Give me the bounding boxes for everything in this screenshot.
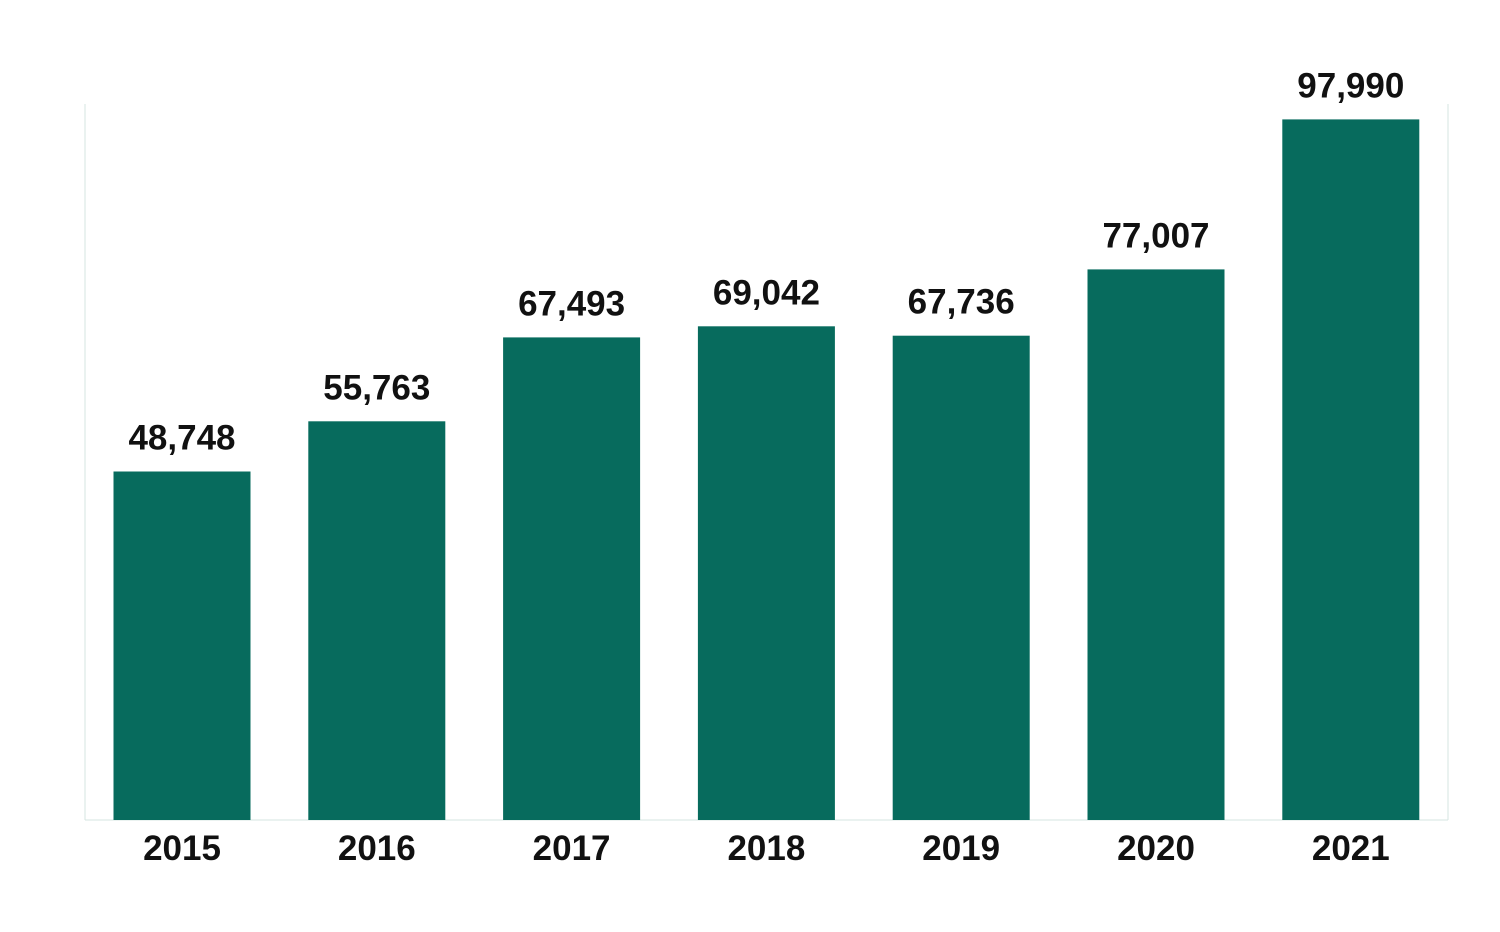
x-tick-labels-group: 2015 2016 2017 2018 2019 2020 2021	[143, 829, 1390, 868]
x-tick-label-2019: 2019	[922, 829, 1000, 868]
x-tick-label-2017: 2017	[533, 829, 611, 868]
value-label-2016: 55,763	[323, 368, 430, 407]
x-tick-label-2015: 2015	[143, 829, 221, 868]
value-label-2020: 77,007	[1102, 216, 1209, 255]
bars-group	[113, 119, 1420, 820]
value-label-2019: 67,736	[908, 283, 1015, 322]
bar-2016	[308, 421, 446, 820]
bar-2017	[503, 337, 641, 820]
value-label-2018: 69,042	[713, 273, 820, 312]
bar-2020	[1087, 269, 1225, 820]
x-tick-label-2021: 2021	[1312, 829, 1390, 868]
value-labels-group: 48,748 55,763 67,493 69,042 67,736 77,007 97,9…	[128, 66, 1404, 457]
value-label-2015: 48,748	[128, 419, 235, 458]
x-tick-label-2018: 2018	[727, 829, 805, 868]
bar-2021	[1282, 119, 1420, 820]
x-tick-label-2020: 2020	[1117, 829, 1195, 868]
bar-2018	[697, 326, 835, 820]
value-label-2017: 67,493	[518, 284, 625, 323]
x-tick-label-2016: 2016	[338, 829, 416, 868]
value-label-2021: 97,990	[1297, 66, 1404, 105]
bar-2019	[892, 335, 1030, 820]
bar-2015	[113, 471, 251, 820]
